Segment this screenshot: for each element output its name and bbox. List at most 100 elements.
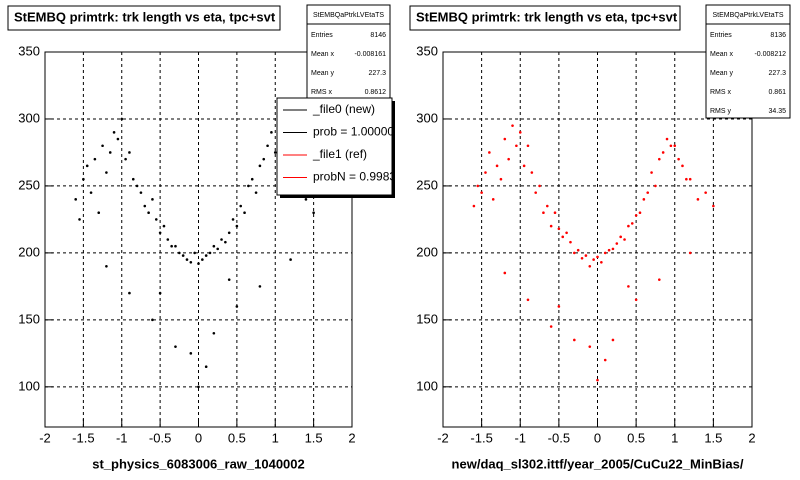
point	[534, 191, 537, 194]
point	[538, 184, 541, 188]
point	[507, 157, 510, 161]
point	[619, 235, 622, 239]
legend-text: prob = 1.000000	[313, 125, 401, 139]
point	[166, 238, 170, 241]
point	[491, 198, 495, 201]
point	[542, 211, 545, 215]
point	[611, 338, 615, 342]
point	[569, 240, 572, 244]
point	[503, 137, 507, 141]
point	[557, 305, 561, 308]
point	[189, 352, 193, 355]
point	[247, 184, 250, 188]
x-tick-label: 1	[272, 430, 279, 445]
point	[646, 191, 650, 194]
point	[131, 177, 135, 181]
point	[270, 131, 273, 134]
point	[289, 258, 292, 261]
x-tick-label: -2	[39, 430, 51, 445]
point	[124, 157, 127, 161]
point	[243, 211, 246, 215]
point	[495, 164, 499, 168]
point	[101, 144, 104, 148]
chart-title: StEMBQ primtrk: trk length vs eta, tpc+s…	[14, 9, 276, 24]
stats-label: Mean y	[311, 70, 334, 77]
stats-value: 0.8612	[365, 89, 387, 96]
point	[254, 191, 258, 194]
y-tick-label: 250	[18, 177, 40, 192]
x-tick-label: 1	[671, 430, 678, 445]
point	[93, 157, 97, 161]
x-axis-label: st_physics_6083006_raw_1040002	[92, 456, 305, 471]
x-tick-label: 1.5	[305, 430, 323, 445]
x-tick-label: -2	[437, 430, 449, 445]
point	[89, 191, 93, 194]
point	[685, 177, 688, 181]
point	[220, 238, 223, 241]
legend-box	[276, 97, 393, 196]
point	[105, 264, 108, 268]
point	[530, 171, 534, 174]
point	[250, 177, 254, 181]
x-tick-label: -1.5	[470, 430, 492, 445]
point	[158, 291, 162, 295]
y-tick-label: 100	[18, 378, 40, 393]
point	[312, 211, 315, 215]
legend-text: probN = 0.99838	[313, 170, 403, 184]
point	[596, 378, 599, 382]
point	[105, 171, 108, 174]
point	[522, 164, 526, 168]
x-tick-label: 0.5	[627, 430, 645, 445]
stats-title: StEMBQaPtrkLVEtaTS	[313, 12, 384, 19]
point	[204, 254, 208, 257]
point	[216, 247, 219, 251]
point	[526, 298, 530, 302]
point	[549, 224, 553, 228]
point	[688, 177, 692, 181]
point	[154, 218, 158, 221]
point	[235, 224, 239, 228]
point	[227, 278, 231, 281]
x-tick-label: -0.5	[548, 430, 570, 445]
stats-box	[705, 4, 791, 119]
point	[654, 184, 657, 188]
point	[178, 251, 181, 255]
x-tick-label: 0	[195, 430, 202, 445]
point	[615, 242, 619, 245]
y-tick-label: 350	[416, 43, 438, 58]
point	[681, 164, 684, 168]
point	[642, 198, 646, 201]
point	[82, 177, 85, 181]
point	[85, 164, 89, 168]
point	[189, 260, 193, 264]
point	[304, 198, 308, 201]
y-tick-label: 200	[18, 244, 40, 259]
point	[128, 291, 131, 295]
y-tick-label: 300	[18, 110, 40, 125]
legend: _file0 (new) prob = 1.000000 _file1 (ref) p…	[283, 102, 403, 184]
point	[273, 151, 277, 154]
point	[553, 211, 557, 215]
point	[545, 204, 549, 208]
point	[588, 264, 592, 268]
point	[611, 247, 615, 251]
point	[484, 171, 487, 174]
x-tick-label: 2	[348, 430, 355, 445]
point	[600, 260, 603, 264]
point	[688, 251, 692, 255]
stats-value: 227.3	[768, 70, 786, 77]
title-box	[7, 5, 281, 31]
point	[634, 298, 638, 302]
point	[658, 278, 661, 281]
point	[488, 151, 491, 154]
point	[201, 258, 204, 261]
stats-label: Mean y	[710, 70, 733, 77]
point	[193, 251, 196, 255]
point	[669, 144, 673, 148]
x-tick-label: 0.5	[228, 430, 246, 445]
point	[588, 345, 592, 348]
stats-box	[306, 4, 391, 100]
point	[603, 251, 607, 255]
stats-label: RMS x	[311, 89, 333, 96]
